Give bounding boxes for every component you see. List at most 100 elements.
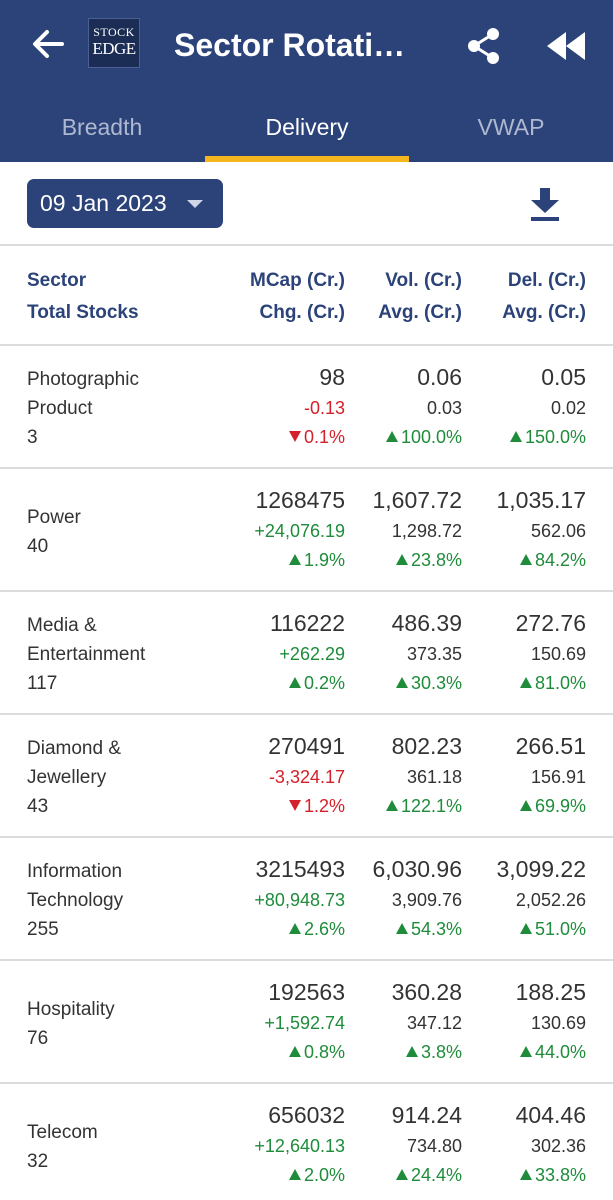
- change-pct-value: 84.2%: [534, 550, 586, 570]
- mcap-change: +24,076.19: [254, 521, 345, 541]
- mcap-change: +262.29: [279, 644, 345, 664]
- mcap-change-pct: 1.9%: [288, 546, 345, 575]
- header-sector[interactable]: Sector: [27, 270, 87, 291]
- volume-avg: 0.03: [426, 398, 462, 418]
- row-divider: [0, 467, 613, 469]
- volume-avg: 361.18: [406, 767, 462, 787]
- tab-vwap[interactable]: VWAP: [477, 114, 545, 140]
- divider: [0, 344, 613, 346]
- total-stocks: 32: [27, 1151, 49, 1172]
- tab-bar: Breadth Delivery VWAP: [0, 100, 613, 162]
- share-icon: [468, 28, 499, 64]
- sector-name: Media &: [27, 615, 97, 636]
- sector-row[interactable]: Media & Entertainment 117 116222 +262.29 0.2%…: [0, 592, 613, 715]
- change-pct-value: 51.0%: [534, 919, 586, 939]
- change-pct-value: 44.0%: [534, 1042, 586, 1062]
- change-pct-value: 122.1%: [400, 796, 462, 816]
- volume-value: 1,607.72: [372, 487, 462, 513]
- mcap-value: 270491: [268, 733, 345, 759]
- sector-name: Photographic: [27, 369, 139, 390]
- change-pct-value: 0.2%: [303, 673, 345, 693]
- triangle-up-icon: [385, 800, 398, 811]
- back-button[interactable]: [28, 24, 68, 64]
- volume-avg: 1,298.72: [391, 521, 462, 541]
- header-del-avg[interactable]: Avg. (Cr.): [502, 302, 586, 323]
- change-pct-value: 100.0%: [400, 427, 462, 447]
- header-vol-avg[interactable]: Avg. (Cr.): [378, 302, 462, 323]
- date-dropdown[interactable]: 09 Jan 2023: [27, 179, 223, 228]
- volume-avg: 3,909.76: [391, 890, 462, 910]
- change-pct-value: 33.8%: [534, 1165, 586, 1185]
- mcap-value: 98: [319, 364, 345, 390]
- arrow-left-icon: [33, 30, 64, 58]
- sector-row[interactable]: Telecom 32 656032 +12,640.13 2.0% 914.24 734.8…: [0, 1084, 613, 1200]
- triangle-up-icon: [288, 1169, 301, 1180]
- triangle-up-icon: [288, 923, 301, 934]
- delivery-value: 3,099.22: [496, 856, 586, 882]
- delivery-change-pct: 51.0%: [519, 915, 586, 944]
- download-button[interactable]: [526, 186, 564, 222]
- header-mcap[interactable]: MCap (Cr.): [250, 270, 345, 291]
- delivery-change-pct: 44.0%: [519, 1038, 586, 1067]
- triangle-up-icon: [509, 431, 522, 442]
- change-pct-value: 54.3%: [410, 919, 462, 939]
- header-total-stocks[interactable]: Total Stocks: [27, 302, 139, 323]
- rewind-icon: [547, 32, 585, 60]
- rewind-button[interactable]: [544, 28, 588, 64]
- volume-value: 914.24: [391, 1102, 462, 1128]
- sector-name: Diamond &: [27, 738, 121, 759]
- mcap-change-pct: 2.0%: [288, 1161, 345, 1190]
- volume-change-pct: 23.8%: [395, 546, 462, 575]
- sector-name: Hospitality: [27, 999, 115, 1020]
- mcap-change: -0.13: [303, 398, 345, 418]
- change-pct-value: 24.4%: [410, 1165, 462, 1185]
- triangle-down-icon: [288, 431, 301, 442]
- sector-row[interactable]: Power 40 1268475 +24,076.19 1.9% 1,607.72 1,29…: [0, 469, 613, 592]
- page-title: Sector Rotati…: [174, 27, 406, 63]
- triangle-up-icon: [288, 1046, 301, 1057]
- header-del[interactable]: Del. (Cr.): [507, 270, 586, 291]
- sector-row[interactable]: Photographic Product 3 98 -0.13 0.1% 0.06 0.03 1…: [0, 346, 613, 469]
- sector-name: Information: [27, 861, 123, 882]
- divider: [0, 244, 613, 246]
- triangle-up-icon: [395, 1169, 408, 1180]
- triangle-down-icon: [288, 800, 301, 811]
- volume-value: 486.39: [391, 610, 462, 636]
- delivery-value: 272.76: [515, 610, 586, 636]
- tab-breadth[interactable]: Breadth: [61, 114, 143, 140]
- delivery-avg: 2,052.26: [515, 890, 586, 910]
- delivery-value: 1,035.17: [496, 487, 586, 513]
- volume-avg: 347.12: [406, 1013, 462, 1033]
- stockedge-logo: STOCK EDGE: [88, 18, 140, 68]
- delivery-avg: 156.91: [530, 767, 586, 787]
- mcap-change-pct: 2.6%: [288, 915, 345, 944]
- delivery-value: 404.46: [515, 1102, 586, 1128]
- sector-name: Power: [27, 507, 81, 528]
- delivery-avg: 562.06: [530, 521, 586, 541]
- mcap-value: 656032: [268, 1102, 345, 1128]
- sector-row[interactable]: Information Technology 255 3215493 +80,948.7…: [0, 838, 613, 961]
- delivery-change-pct: 81.0%: [519, 669, 586, 698]
- delivery-value: 188.25: [515, 979, 586, 1005]
- volume-value: 6,030.96: [372, 856, 462, 882]
- sector-row[interactable]: Diamond & Jewellery 43 270491 -3,324.17 1.2% 8…: [0, 715, 613, 838]
- change-pct-value: 2.0%: [303, 1165, 345, 1185]
- triangle-up-icon: [395, 677, 408, 688]
- mcap-value: 3215493: [255, 856, 345, 882]
- caret-down-icon: [187, 200, 203, 208]
- header-vol[interactable]: Vol. (Cr.): [385, 270, 462, 291]
- mcap-change-pct: 1.2%: [288, 792, 345, 821]
- app-bar: STOCK EDGE Sector Rotati… Breadth Delive…: [0, 0, 613, 162]
- mcap-change-pct: 0.2%: [288, 669, 345, 698]
- mcap-change: +80,948.73: [254, 890, 345, 910]
- delivery-avg: 150.69: [530, 644, 586, 664]
- total-stocks: 43: [27, 796, 49, 817]
- delivery-change-pct: 84.2%: [519, 546, 586, 575]
- sector-row[interactable]: Hospitality 76 192563 +1,592.74 0.8% 360.28 34…: [0, 961, 613, 1084]
- tab-delivery[interactable]: Delivery: [265, 114, 349, 140]
- triangle-up-icon: [519, 800, 532, 811]
- triangle-up-icon: [519, 1046, 532, 1057]
- share-button[interactable]: [464, 26, 504, 66]
- triangle-up-icon: [288, 554, 301, 565]
- header-chg[interactable]: Chg. (Cr.): [259, 302, 346, 323]
